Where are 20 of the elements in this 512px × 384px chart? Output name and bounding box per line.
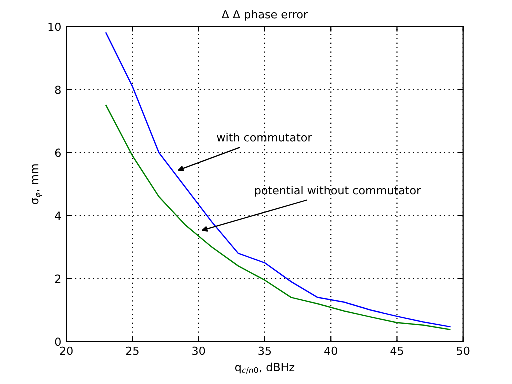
annotation: potential without commutator xyxy=(255,186,422,197)
x-tick-label: 35 xyxy=(258,346,272,356)
y-tick-label: 2 xyxy=(55,274,61,284)
y-tick-label: 4 xyxy=(55,212,62,220)
x-tick-label: 50 xyxy=(457,346,470,356)
y-tick-label: 0 xyxy=(55,338,61,346)
chart-title: Δ Δ phase error xyxy=(222,10,308,21)
x-tick-label: 20 xyxy=(60,346,73,356)
x-tick-label: 30 xyxy=(192,346,206,356)
y-tick-label: 6 xyxy=(55,148,61,158)
y-tick-label: 10 xyxy=(48,22,61,32)
x-tick-label: 40 xyxy=(324,346,338,356)
x-axis-title: q$_{c/n0}$, dBHz xyxy=(235,362,295,374)
x-tick-label: 25 xyxy=(126,346,139,356)
x-tick-label: 45 xyxy=(390,346,404,356)
line-series xyxy=(106,32,451,328)
annotation: with commutator xyxy=(217,133,312,142)
y-tick-label: 8 xyxy=(55,86,61,94)
line-series xyxy=(106,104,451,330)
y-axis-title: σ$_{φ}$, mm xyxy=(32,164,42,204)
